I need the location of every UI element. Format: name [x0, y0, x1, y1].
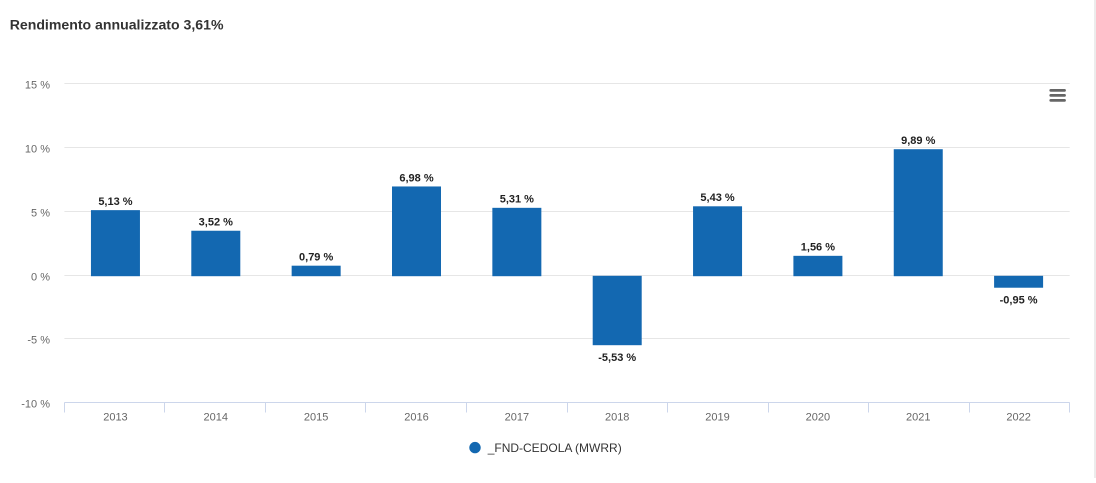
svg-text:5,31 %: 5,31 % — [500, 194, 534, 206]
svg-text:Rendimento annualizzato 3,61%: Rendimento annualizzato 3,61% — [10, 17, 224, 33]
svg-text:5,13 %: 5,13 % — [98, 196, 132, 208]
svg-text:-0,95 %: -0,95 % — [1000, 294, 1038, 306]
svg-text:6,98 %: 6,98 % — [399, 172, 433, 184]
svg-text:5,43 %: 5,43 % — [700, 192, 734, 204]
svg-text:9,89 %: 9,89 % — [901, 135, 935, 147]
svg-text:-10 %: -10 % — [21, 398, 50, 410]
svg-text:3,52 %: 3,52 % — [199, 217, 233, 229]
svg-text:2020: 2020 — [806, 411, 830, 423]
svg-text:-5 %: -5 % — [27, 334, 50, 346]
svg-text:-5,53 %: -5,53 % — [598, 352, 636, 364]
svg-text:1,56 %: 1,56 % — [801, 242, 835, 254]
svg-text:2013: 2013 — [103, 411, 127, 423]
svg-text:2014: 2014 — [204, 411, 228, 423]
svg-text:10 %: 10 % — [25, 143, 50, 155]
svg-text:_FND-CEDOLA (MWRR): _FND-CEDOLA (MWRR) — [487, 441, 622, 455]
svg-text:5 %: 5 % — [31, 207, 50, 219]
svg-text:2016: 2016 — [404, 411, 428, 423]
svg-text:2015: 2015 — [304, 411, 328, 423]
svg-text:0,79 %: 0,79 % — [299, 251, 333, 263]
svg-text:0 %: 0 % — [31, 271, 50, 283]
svg-text:2018: 2018 — [605, 411, 629, 423]
svg-text:15 %: 15 % — [25, 79, 50, 91]
svg-text:2021: 2021 — [906, 411, 930, 423]
svg-text:2022: 2022 — [1006, 411, 1030, 423]
svg-text:2019: 2019 — [705, 411, 729, 423]
svg-text:2017: 2017 — [505, 411, 529, 423]
